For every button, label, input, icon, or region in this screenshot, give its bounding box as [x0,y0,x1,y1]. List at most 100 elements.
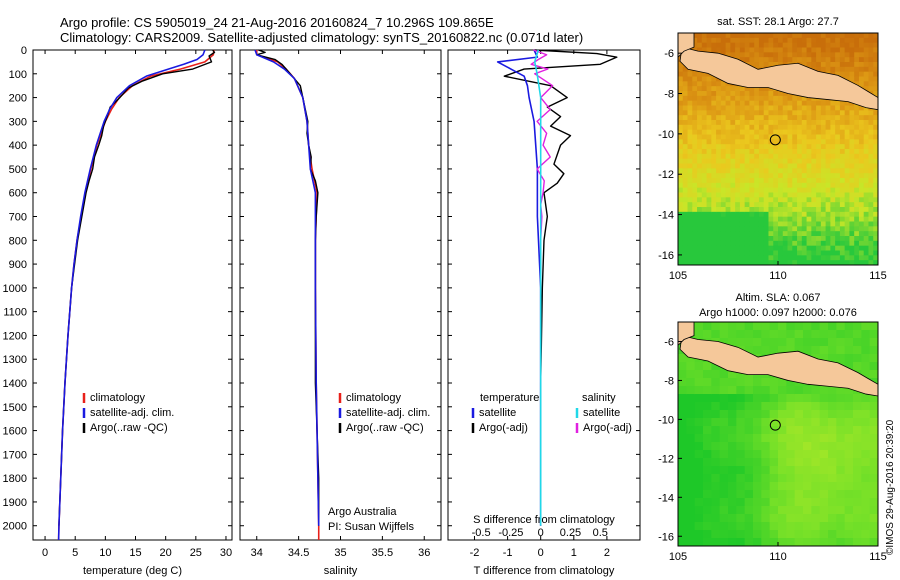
map-cell [758,124,765,131]
map-cell [825,245,831,252]
x-tick-label: 5 [72,547,78,559]
map-cell [868,71,874,78]
map-cell [825,105,831,111]
map-cell [869,362,878,371]
map-cell [744,221,751,227]
depth-tick-label: 1400 [3,378,27,390]
map-cell [811,62,817,68]
map-cell [711,158,717,165]
map-cell [711,231,717,237]
map-cell [792,236,798,242]
map-cell [768,57,774,63]
map-cell [853,458,862,467]
map-cell [806,120,812,126]
map-cell [849,120,855,126]
map-cell [830,134,836,140]
map-cell [830,129,836,136]
map-cell [836,530,846,539]
map-cell [782,134,789,140]
map-cell [725,149,731,155]
map-cell [736,410,746,419]
map-cell [763,236,770,242]
difference-panel: -2 -1 0 1 2T difference from climatology-0.5… [447,49,641,577]
map-cell [839,178,846,184]
map-cell [839,173,846,179]
map-cell [782,211,789,218]
map-cell [687,76,693,82]
map-cell [711,216,717,223]
map-cell [778,530,787,539]
map-cell [749,245,755,252]
map-cell [854,211,860,218]
map-cell [692,129,698,136]
map-cell [749,221,755,227]
map-cell [782,250,789,256]
map-cell [678,386,687,395]
map-cell [825,221,831,227]
map-cell [744,192,751,198]
map-cell [782,100,789,107]
map-cell [778,410,787,419]
map-cell [792,33,798,39]
map-cell [828,330,837,339]
map-cell [778,402,787,411]
map-cell [836,514,846,523]
map-cell [816,240,822,247]
map-cell [816,255,822,261]
map-cell [873,231,878,237]
map-cell [754,221,760,227]
map-cell [806,144,812,150]
map-cell [720,129,727,136]
map-cell [682,115,689,121]
map-cell [719,410,729,419]
series-line-temp-satellite [496,49,542,526]
map-cell [694,378,704,387]
map-cell [716,255,722,261]
map-cell [682,192,689,198]
map-cell [811,129,817,136]
map-cell [687,207,693,213]
map-cell [830,66,836,73]
map-cell [697,226,703,232]
map-cell [701,216,708,223]
map-cell [835,202,841,208]
map-cell [768,144,774,150]
map-cell [739,240,746,247]
map-cell [806,110,812,116]
map-cell [778,163,784,169]
map-cell [682,168,689,174]
map-cell [811,211,817,218]
map-cell [749,216,755,223]
map-cell [873,158,878,165]
map-cell [839,129,846,136]
map-cell [769,474,779,483]
map-cell [839,139,846,145]
map-cell [769,506,779,515]
map-cell [787,134,793,140]
map-cell [797,211,803,218]
map-cell [735,91,741,97]
map-cell [797,153,803,160]
map-cell [854,187,860,194]
map-cell [861,482,871,491]
map-cell [844,66,851,73]
map-cell [692,134,698,140]
map-cell [858,76,865,82]
map-cell [711,105,717,111]
map-cell [797,163,803,169]
map-cell [868,62,874,68]
map-cell [869,490,878,499]
map-cell [844,100,851,107]
map-cell [768,178,774,184]
map-cell [873,37,878,44]
map-cell [806,182,812,189]
map-cell [861,410,871,419]
map-cell [811,458,821,467]
map-cell [768,173,774,179]
figure-title-line1: Argo profile: CS 5905019_24 21-Aug-2016 … [60,15,494,30]
map-cell [753,538,762,546]
map-cell [849,178,855,184]
map-cell [786,322,796,331]
map-cell [787,226,793,232]
map-cell [861,442,871,451]
